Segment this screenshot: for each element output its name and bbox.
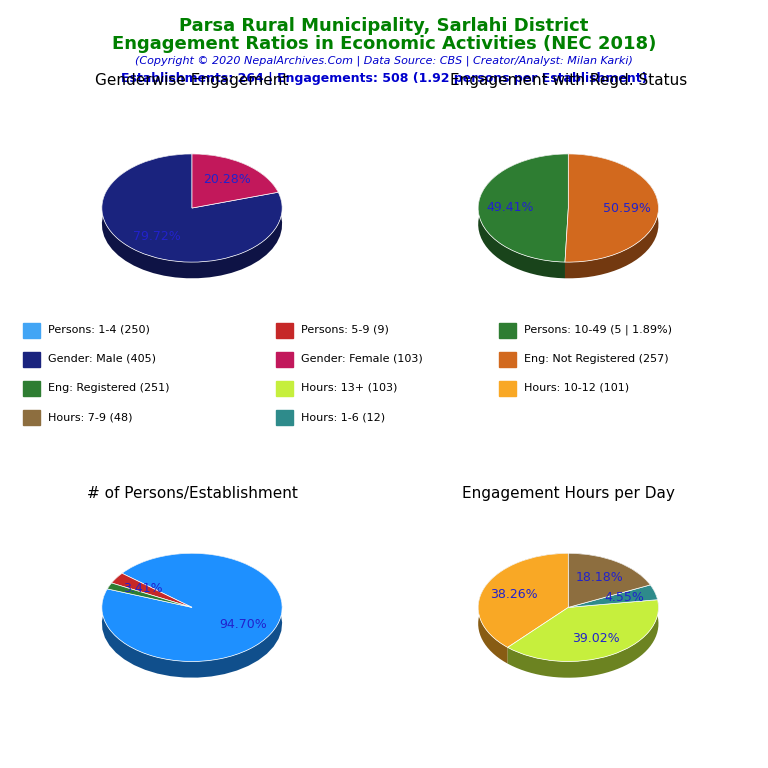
Text: Hours: 10-12 (101): Hours: 10-12 (101) [524,382,629,393]
Text: 39.02%: 39.02% [572,632,620,645]
Text: 94.70%: 94.70% [219,618,266,631]
Wedge shape [102,553,282,661]
Text: Persons: 10-49 (5 | 1.89%): Persons: 10-49 (5 | 1.89%) [524,324,672,335]
Wedge shape [568,553,650,607]
Wedge shape [478,154,568,262]
Text: Engagement with Regd. Status: Engagement with Regd. Status [450,73,687,88]
Text: 18.18%: 18.18% [576,571,624,584]
Text: 4.55%: 4.55% [604,591,644,604]
Polygon shape [565,154,658,278]
Text: # of Persons/Establishment: # of Persons/Establishment [87,485,297,501]
Wedge shape [102,154,282,262]
Text: Engagement Ratios in Economic Activities (NEC 2018): Engagement Ratios in Economic Activities… [112,35,656,52]
Text: 3.41%: 3.41% [123,582,163,594]
Polygon shape [650,585,657,616]
Wedge shape [111,573,192,607]
Text: Hours: 13+ (103): Hours: 13+ (103) [301,382,397,393]
Polygon shape [508,600,658,677]
Text: Hours: 1-6 (12): Hours: 1-6 (12) [301,412,386,422]
Wedge shape [508,600,658,661]
Text: Gender: Male (405): Gender: Male (405) [48,353,156,364]
Polygon shape [478,553,568,664]
Text: 38.26%: 38.26% [490,588,538,601]
Text: 49.41%: 49.41% [486,201,534,214]
Polygon shape [192,154,278,208]
Wedge shape [565,154,658,262]
Text: Hours: 7-9 (48): Hours: 7-9 (48) [48,412,132,422]
Polygon shape [478,154,568,278]
Polygon shape [102,154,282,278]
Text: Persons: 5-9 (9): Persons: 5-9 (9) [301,324,389,335]
Text: 79.72%: 79.72% [134,230,181,243]
Text: Genderwise Engagement: Genderwise Engagement [95,73,289,88]
Text: Gender: Female (103): Gender: Female (103) [301,353,423,364]
Text: (Copyright © 2020 NepalArchives.Com | Data Source: CBS | Creator/Analyst: Milan : (Copyright © 2020 NepalArchives.Com | Da… [135,55,633,66]
Text: 50.59%: 50.59% [603,202,650,215]
Text: Eng: Registered (251): Eng: Registered (251) [48,382,169,393]
Text: Eng: Not Registered (257): Eng: Not Registered (257) [524,353,668,364]
Wedge shape [192,154,278,208]
Wedge shape [478,553,568,647]
Text: Engagement Hours per Day: Engagement Hours per Day [462,485,675,501]
Polygon shape [568,553,650,601]
Text: 20.28%: 20.28% [203,174,250,187]
Polygon shape [102,553,282,677]
Wedge shape [568,585,657,607]
Text: Persons: 1-4 (250): Persons: 1-4 (250) [48,324,150,335]
Text: Parsa Rural Municipality, Sarlahi District: Parsa Rural Municipality, Sarlahi Distri… [179,17,589,35]
Text: Establishments: 264 | Engagements: 508 (1.92 persons per Establishment): Establishments: 264 | Engagements: 508 (… [121,72,647,85]
Polygon shape [111,573,122,599]
Wedge shape [108,583,192,607]
Polygon shape [108,583,111,605]
